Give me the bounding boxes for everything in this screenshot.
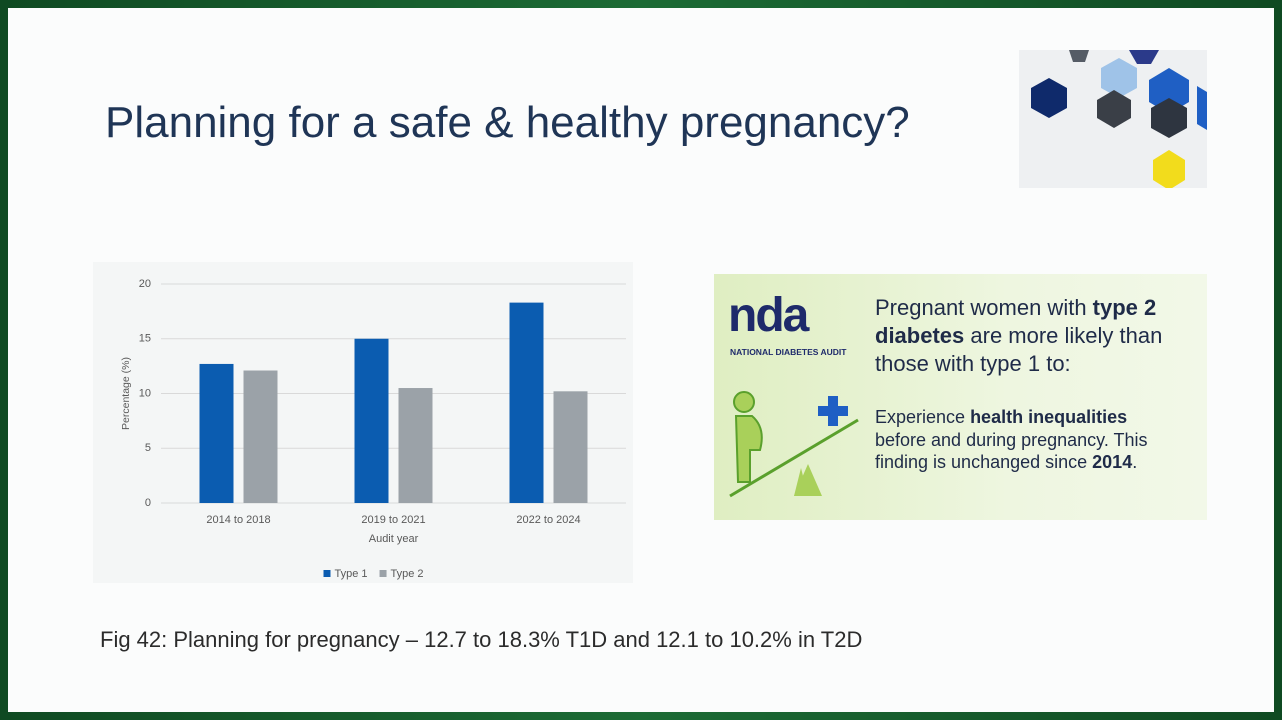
- bar: [199, 363, 234, 503]
- infographic: nda NATIONAL DIABETES AUDIT Pregnant wom…: [714, 274, 1207, 520]
- text: .: [1132, 452, 1138, 472]
- text: are more likely than those with type 1 t…: [875, 323, 1163, 376]
- headline: Pregnant women with type 2 diabetes are …: [875, 294, 1197, 378]
- chart: 0 5 10 15 20 Percentage (%) Audit year 2014 to …: [120, 278, 626, 580]
- x-tick-label: 2014 to 2018: [206, 514, 270, 526]
- text: Pregnant women with: [875, 295, 1093, 320]
- x-tick-label: 2022 to 2024: [516, 514, 580, 526]
- y-axis-title: Percentage (%): [120, 357, 132, 430]
- x-axis-title: Audit year: [369, 533, 419, 545]
- emphasis: type 2 diabetes: [875, 295, 1157, 348]
- y-tick-label: 0: [145, 497, 151, 509]
- finding: Experience health inequalities before an…: [875, 406, 1165, 474]
- bar: [354, 338, 389, 503]
- legend-swatch: [323, 570, 331, 577]
- legend-label: Type 1: [335, 568, 368, 580]
- bar: [398, 388, 433, 503]
- bar: [553, 391, 588, 503]
- logo: nda: [728, 289, 809, 342]
- logo-subtitle: NATIONAL DIABETES AUDIT: [730, 347, 847, 357]
- y-tick-label: 15: [139, 333, 151, 345]
- chart-panel: 0 5 10 15 20 Percentage (%) Audit year 2014 to …: [93, 262, 633, 583]
- legend-label: Type 2: [391, 568, 424, 580]
- caption: Fig 42: Planning for pregnancy – 12.7 to…: [100, 627, 863, 652]
- y-tick-label: 10: [139, 387, 151, 399]
- legend-swatch: [379, 570, 387, 577]
- bar: [509, 302, 544, 503]
- decoration: [1019, 50, 1207, 188]
- slide: Planning for a safe & healthy pregnancy?…: [8, 8, 1274, 712]
- x-tick-label: 2019 to 2021: [361, 514, 425, 526]
- emphasis: 2014: [1092, 452, 1133, 472]
- text: Experience: [875, 407, 971, 427]
- y-tick-label: 5: [145, 442, 151, 454]
- illustration: [729, 391, 859, 498]
- y-tick-label: 20: [139, 278, 151, 290]
- text: before and during pregnancy. This findin…: [875, 429, 1148, 473]
- bar: [243, 370, 278, 503]
- emphasis: health inequalities: [970, 407, 1128, 427]
- slide-title: Planning for a safe & healthy pregnancy?: [105, 98, 910, 147]
